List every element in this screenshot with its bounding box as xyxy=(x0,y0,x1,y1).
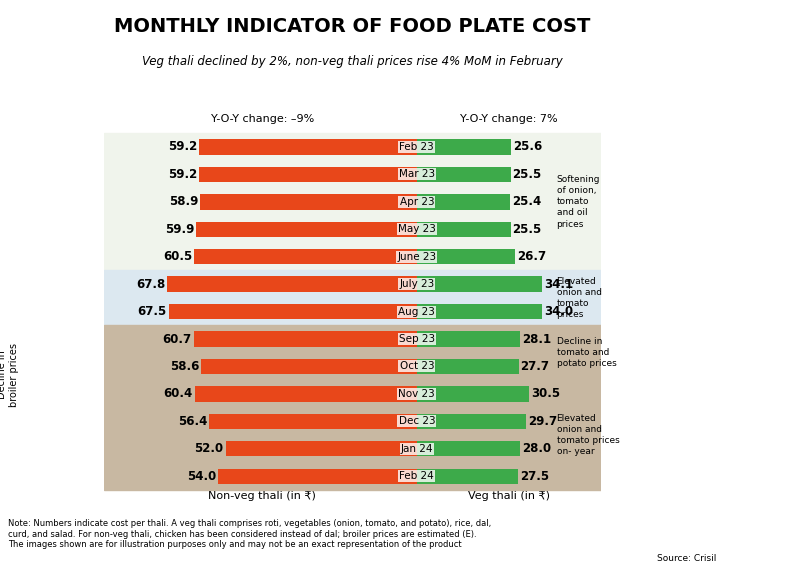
Text: Oct 23: Oct 23 xyxy=(400,361,434,372)
Text: Feb 23: Feb 23 xyxy=(400,142,434,152)
Text: MONTHLY INDICATOR OF FOOD PLATE COST: MONTHLY INDICATOR OF FOOD PLATE COST xyxy=(115,17,590,36)
Text: 58.9: 58.9 xyxy=(169,196,199,208)
Bar xyxy=(104,407,601,435)
Text: Y-O-Y change: –9%: Y-O-Y change: –9% xyxy=(211,114,314,124)
Bar xyxy=(104,133,601,160)
Text: 25.5: 25.5 xyxy=(513,223,541,236)
Bar xyxy=(417,167,510,182)
Bar xyxy=(104,380,601,407)
Bar xyxy=(209,414,417,429)
Text: Sep 23: Sep 23 xyxy=(399,334,435,344)
Bar xyxy=(417,139,511,155)
Bar xyxy=(195,249,417,264)
Bar xyxy=(199,139,417,155)
Text: 59.9: 59.9 xyxy=(165,223,195,236)
Bar xyxy=(417,469,518,484)
Bar xyxy=(417,386,529,402)
Text: 60.7: 60.7 xyxy=(163,332,191,346)
Bar xyxy=(104,325,601,353)
Text: Softening
of onion,
tomato
and oil
prices: Softening of onion, tomato and oil price… xyxy=(557,175,600,228)
Text: 59.2: 59.2 xyxy=(168,140,197,153)
Bar xyxy=(417,222,510,237)
Bar xyxy=(417,249,515,264)
Text: Aug 23: Aug 23 xyxy=(398,306,435,317)
Bar xyxy=(104,243,601,271)
Bar xyxy=(104,463,601,490)
Text: Apr 23: Apr 23 xyxy=(400,197,434,207)
Text: 67.5: 67.5 xyxy=(138,305,167,318)
Text: 29.7: 29.7 xyxy=(528,415,557,428)
Bar xyxy=(104,271,601,298)
Text: 30.5: 30.5 xyxy=(531,387,560,400)
Bar xyxy=(417,194,510,209)
Bar xyxy=(417,331,520,347)
Text: Elevated
onion and
tomato prices
on- year: Elevated onion and tomato prices on- yea… xyxy=(557,414,619,456)
Text: 34.1: 34.1 xyxy=(544,278,574,291)
Bar xyxy=(199,167,417,182)
Text: Veg thali (in ₹): Veg thali (in ₹) xyxy=(468,491,549,501)
Text: Y-O-Y change: 7%: Y-O-Y change: 7% xyxy=(460,114,557,124)
Bar xyxy=(104,435,601,463)
Text: Elevated
onion and
tomato
prices: Elevated onion and tomato prices xyxy=(557,277,602,319)
Bar xyxy=(196,222,417,237)
Bar xyxy=(104,353,601,380)
Text: 60.4: 60.4 xyxy=(163,387,193,400)
Text: May 23: May 23 xyxy=(398,224,436,234)
Bar xyxy=(104,298,601,325)
Text: 25.5: 25.5 xyxy=(513,168,541,181)
Bar xyxy=(417,276,542,292)
Text: Non-veg thali (in ₹): Non-veg thali (in ₹) xyxy=(208,491,316,501)
Text: 34.0: 34.0 xyxy=(544,305,573,318)
Bar xyxy=(167,276,417,292)
Text: 54.0: 54.0 xyxy=(187,470,216,483)
Text: Note: Numbers indicate cost per thali. A veg thali comprises roti, vegetables (o: Note: Numbers indicate cost per thali. A… xyxy=(8,519,491,549)
Bar xyxy=(417,441,520,456)
Text: June 23: June 23 xyxy=(397,252,437,262)
Bar xyxy=(417,414,526,429)
Bar xyxy=(218,469,417,484)
Bar xyxy=(226,441,417,456)
Bar xyxy=(201,359,417,374)
Text: 56.4: 56.4 xyxy=(178,415,207,428)
Text: Decline in
broiler prices: Decline in broiler prices xyxy=(0,343,18,407)
Text: Feb 24: Feb 24 xyxy=(400,471,434,481)
Text: 58.6: 58.6 xyxy=(170,360,199,373)
Text: 26.7: 26.7 xyxy=(517,250,546,263)
Text: Mar 23: Mar 23 xyxy=(399,170,435,179)
Text: 27.5: 27.5 xyxy=(520,470,549,483)
Text: 25.6: 25.6 xyxy=(513,140,542,153)
Text: 28.1: 28.1 xyxy=(522,332,551,346)
Text: 60.5: 60.5 xyxy=(163,250,192,263)
Text: 27.7: 27.7 xyxy=(521,360,549,373)
Bar xyxy=(104,216,601,243)
Text: Nov 23: Nov 23 xyxy=(398,389,435,399)
Bar xyxy=(194,331,417,347)
Bar xyxy=(104,160,601,188)
Text: Jan 24: Jan 24 xyxy=(400,444,433,454)
Text: Veg thali declined by 2%, non-veg thali prices rise 4% MoM in February: Veg thali declined by 2%, non-veg thali … xyxy=(142,55,563,68)
Bar xyxy=(417,359,519,374)
Bar xyxy=(200,194,417,209)
Text: Decline in
tomato and
potato prices: Decline in tomato and potato prices xyxy=(557,337,616,368)
Bar xyxy=(417,304,542,319)
Text: Dec 23: Dec 23 xyxy=(399,417,435,426)
Bar xyxy=(168,304,417,319)
Bar xyxy=(104,188,601,216)
Bar xyxy=(195,386,417,402)
Text: 28.0: 28.0 xyxy=(521,442,551,455)
Text: 52.0: 52.0 xyxy=(195,442,223,455)
Text: July 23: July 23 xyxy=(399,279,434,289)
Text: 67.8: 67.8 xyxy=(136,278,166,291)
Text: Source: Crisil: Source: Crisil xyxy=(657,554,716,563)
Text: 59.2: 59.2 xyxy=(168,168,197,181)
Text: 25.4: 25.4 xyxy=(512,196,541,208)
